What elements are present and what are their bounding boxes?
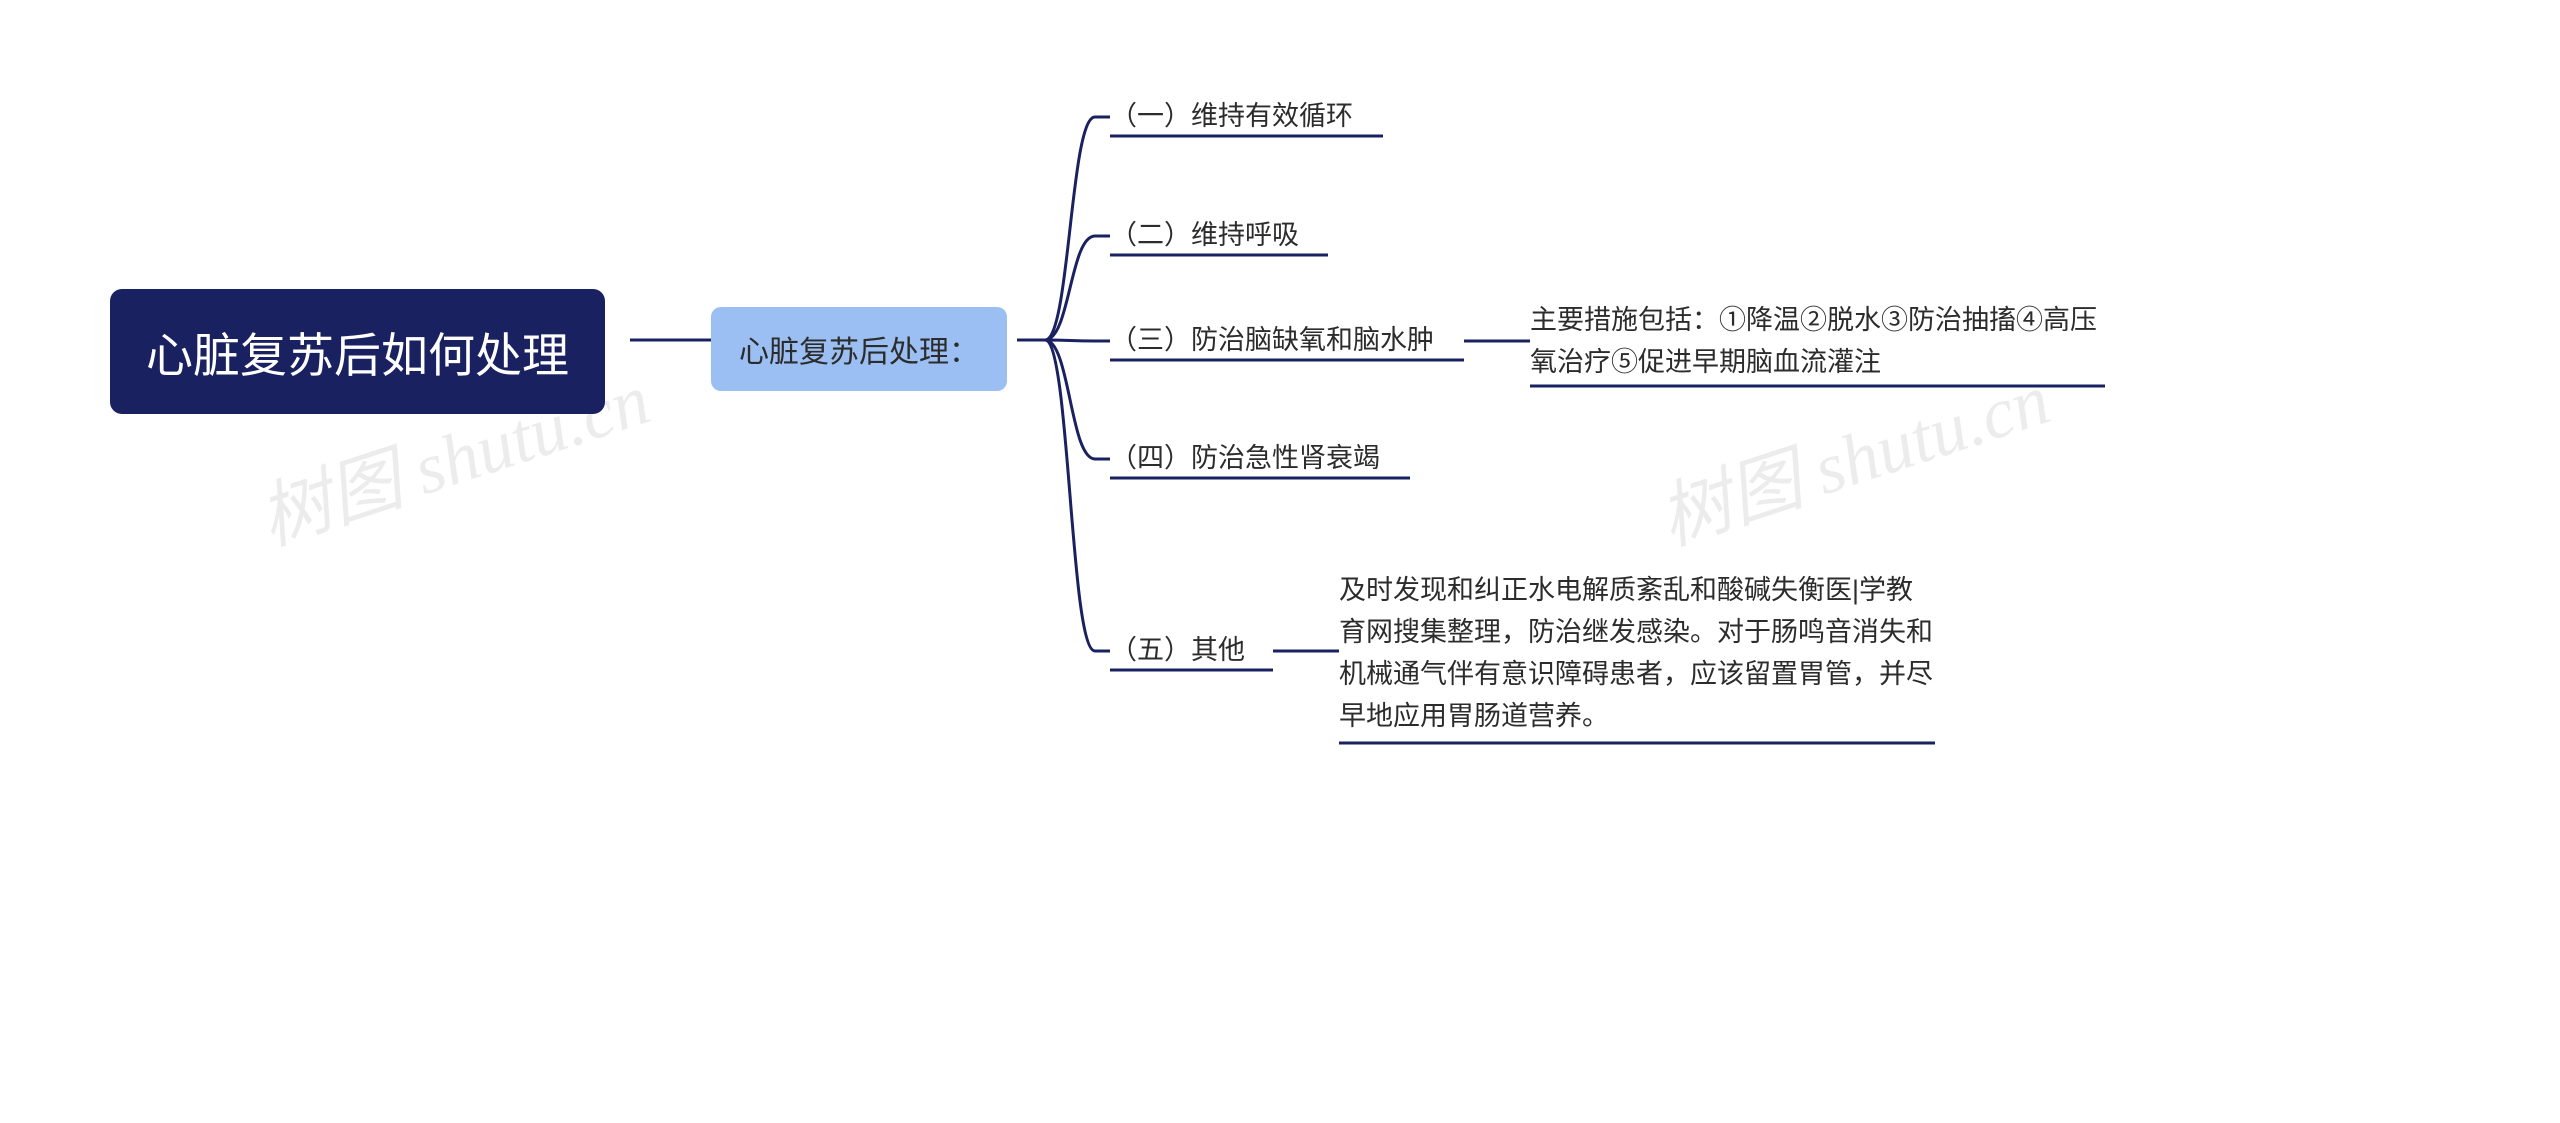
branch-node-1[interactable]: （一）维持有效循环 [1110,98,1353,136]
leaf-node-5-1[interactable]: 及时发现和纠正水电解质紊乱和酸碱失衡医|学教育网搜集整理，防治继发感染。对于肠鸣… [1339,570,1939,737]
leaf-node-3-1[interactable]: 主要措施包括：①降温②脱水③防治抽搐④高压氧治疗⑤促进早期脑血流灌注 [1530,300,2110,384]
connector-svg [0,0,2560,1123]
branch-node-5[interactable]: （五）其他 [1110,632,1245,670]
branch-node-3[interactable]: （三）防治脑缺氧和脑水肿 [1110,322,1434,360]
level1-node[interactable]: 心脏复苏后处理： [711,307,1007,391]
branch-node-4[interactable]: （四）防治急性肾衰竭 [1110,440,1380,478]
root-node[interactable]: 心脏复苏后如何处理 [110,289,605,414]
mindmap-container: 树图 shutu.cn 树图 shutu.cn 心脏复苏后如何处理 心脏复苏后处… [0,0,2560,1123]
branch-node-2[interactable]: （二）维持呼吸 [1110,217,1299,255]
